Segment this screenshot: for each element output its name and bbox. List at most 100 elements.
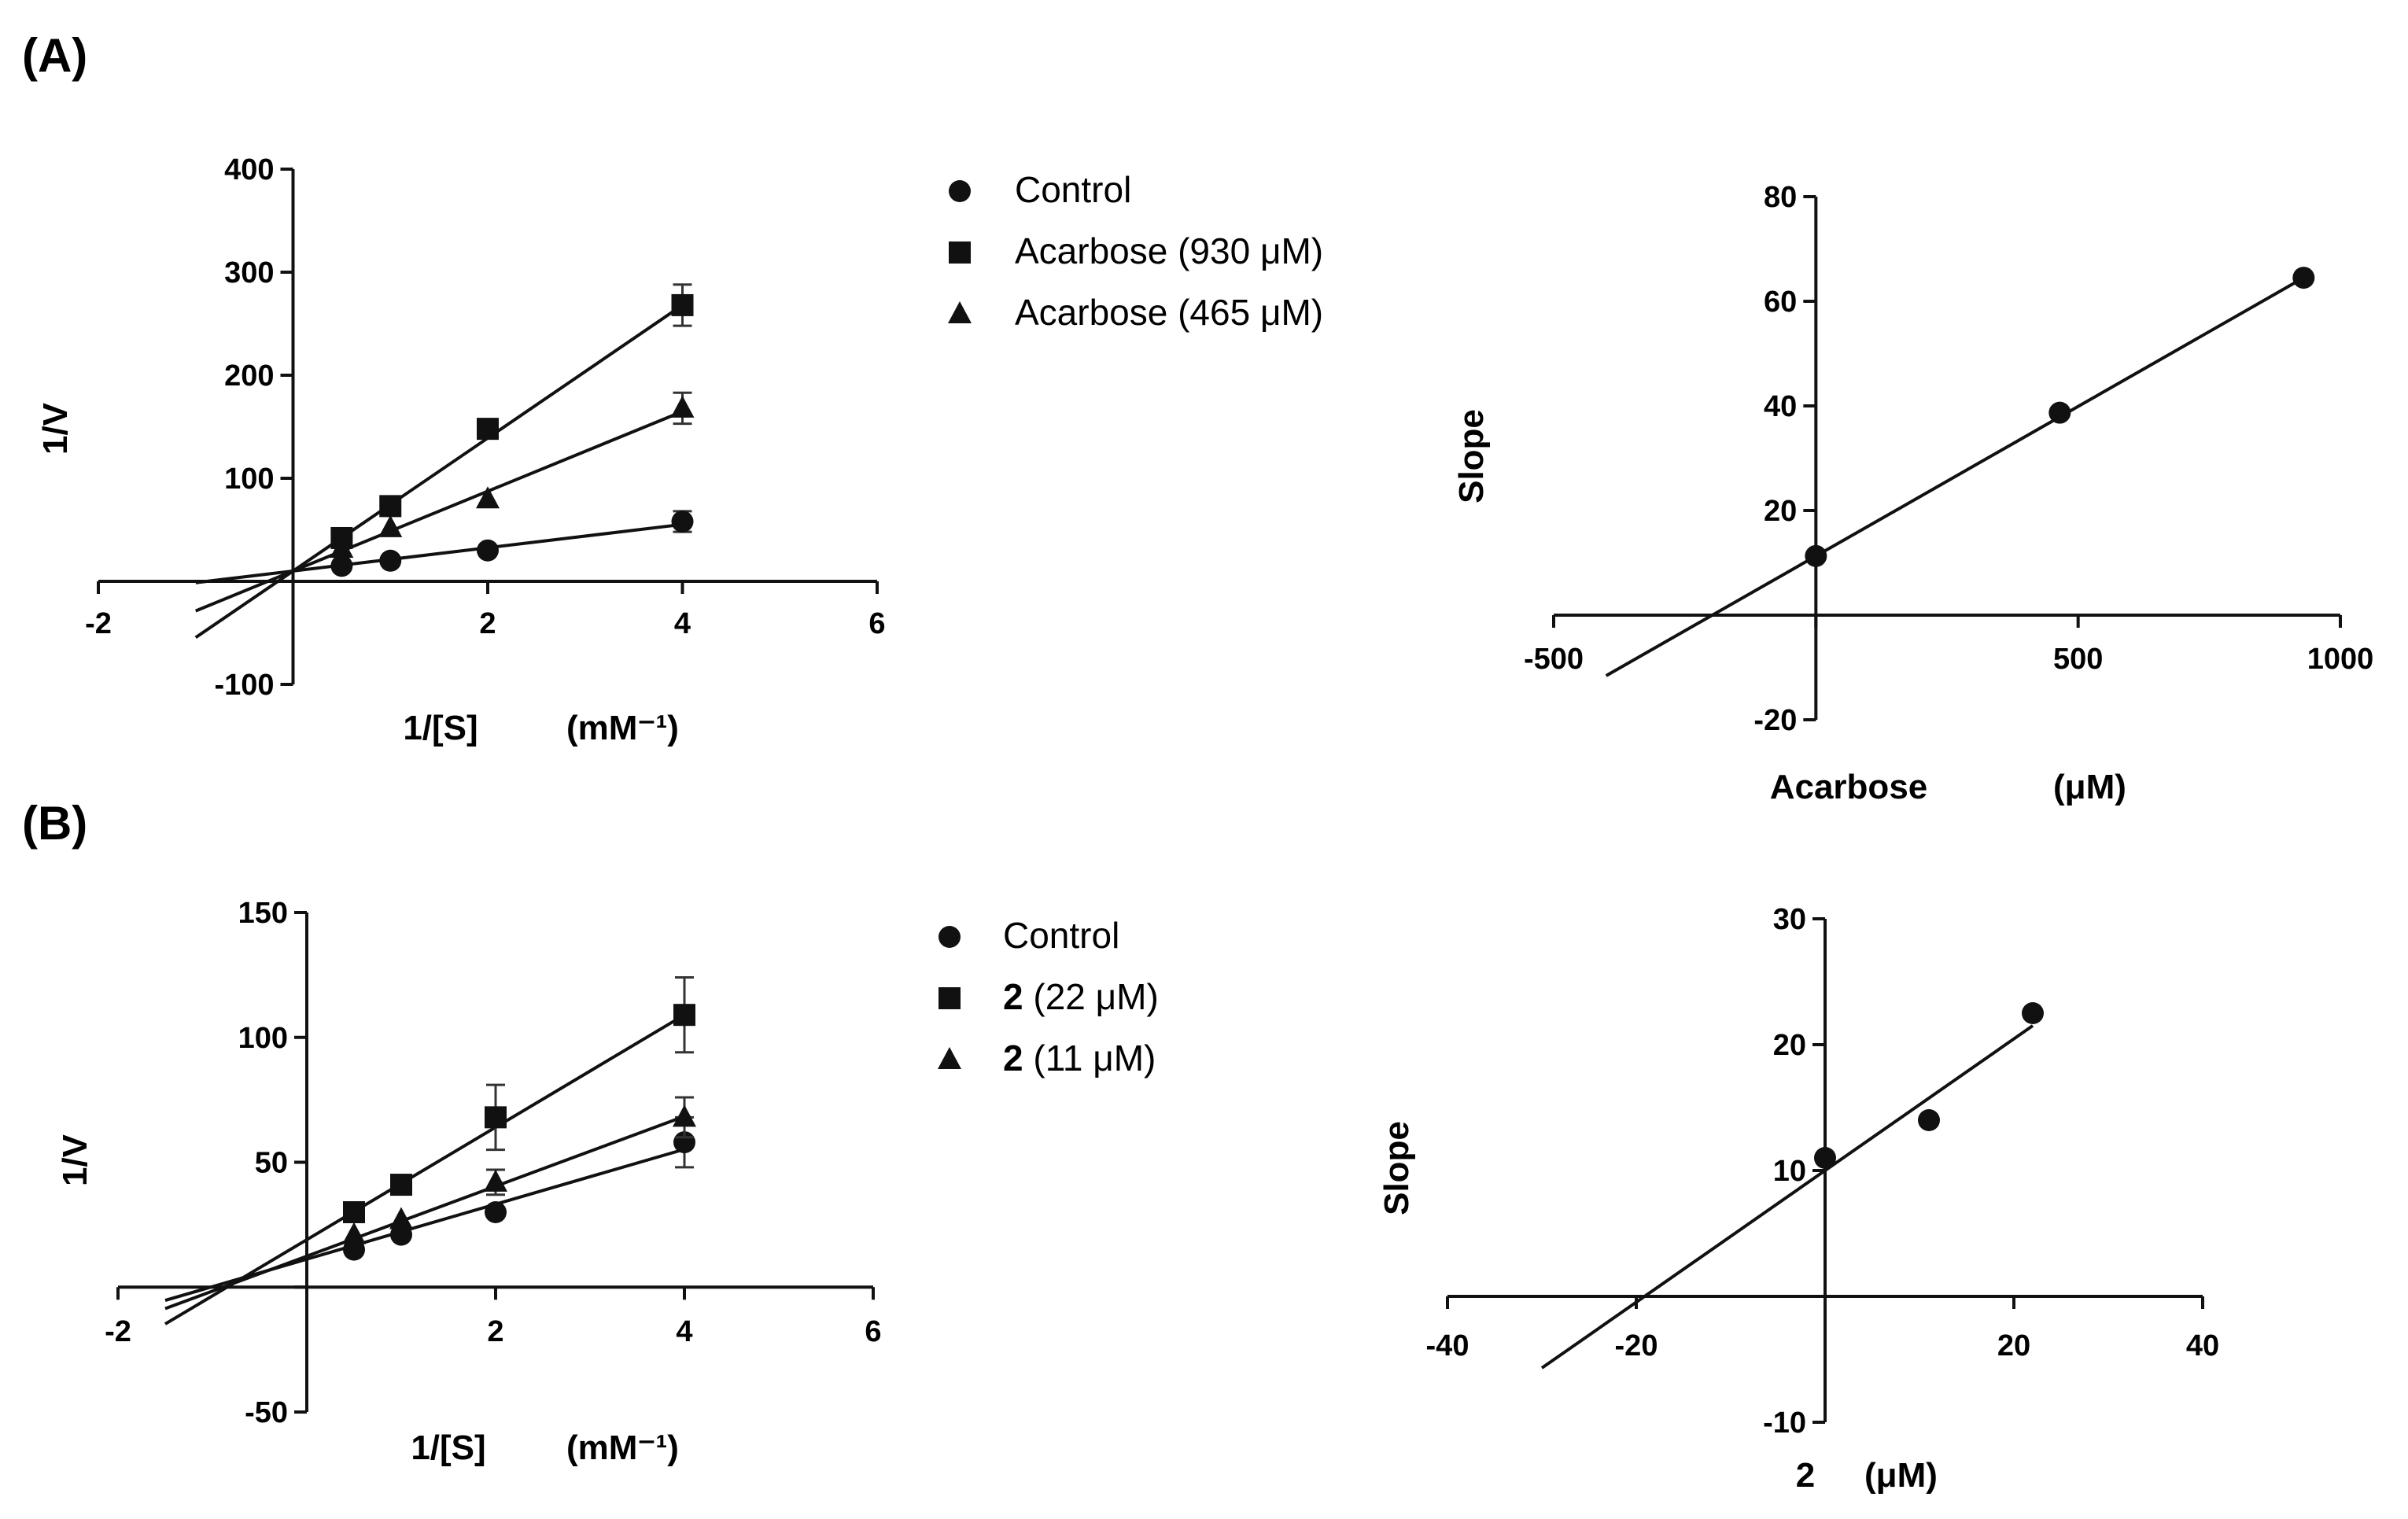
data-point [389, 1207, 413, 1230]
legend-marker [938, 926, 961, 948]
y-tick-label: 200 [224, 359, 274, 393]
x-tick-label: 2 [479, 607, 496, 640]
chart-A-secondary: -500 500 1000 -20 20 40 60 80 Acarbose (μM) Slope [1452, 181, 2373, 806]
data-point [343, 1201, 365, 1223]
y-tick-label: -20 [1753, 704, 1797, 737]
legend-label: Control [1003, 915, 1119, 956]
legend-marker [948, 301, 972, 323]
data-point [1918, 1109, 1940, 1131]
y-tick-label: 100 [224, 463, 274, 496]
data-point [379, 549, 402, 572]
legend-label: Acarbose (930 μM) [1015, 230, 1323, 271]
chart-A-lineweaver: -2 2 4 6 -100 100 200 300 400 1/[S] (mM⁻¹) 1/V Contr… [36, 153, 1323, 747]
data-point [2022, 1002, 2044, 1024]
legend-rest-part: (22 μM) [1023, 976, 1159, 1017]
legend-label: Acarbose (465 μM) [1015, 292, 1323, 333]
legend-marker [949, 180, 971, 202]
x-tick-label: 40 [2186, 1329, 2219, 1362]
data-point [330, 536, 354, 559]
y-tick-label: -10 [1763, 1407, 1806, 1440]
x-tick-label: 1000 [2307, 643, 2374, 676]
x-tick-label: 6 [865, 1315, 881, 1348]
legend-marker [938, 987, 961, 1009]
y-tick-label: 150 [238, 897, 288, 930]
y-tick-label: 80 [1764, 181, 1797, 214]
x-tick-label: 500 [2053, 643, 2103, 676]
data-point [485, 1201, 507, 1223]
fit-line [194, 304, 684, 640]
y-tick-label: 20 [1764, 495, 1797, 528]
x-tick-label: 2 [487, 1315, 503, 1348]
data-point [390, 1174, 412, 1196]
series-0 [195, 510, 694, 584]
data-point [670, 395, 695, 418]
data-point [343, 1238, 365, 1261]
chart-B-lineweaver: -2 2 4 6 -50 50 100 150 1/[S] (mM⁻¹) 1/V Control 2 (… [56, 897, 1159, 1467]
y-tick-label: 50 [255, 1147, 288, 1180]
legend-marker [938, 1047, 961, 1069]
fit-line [1605, 276, 2305, 677]
y-tick-label: 100 [238, 1022, 288, 1055]
x-tick-label: -40 [1426, 1329, 1470, 1362]
x-tick-label: 20 [1997, 1329, 2030, 1362]
data-point [2048, 401, 2071, 424]
legend-label: 2 (11 μM) [1003, 1038, 1156, 1078]
series-1 [164, 976, 695, 1325]
data-point [342, 1222, 366, 1244]
data-point [390, 1223, 412, 1246]
x-tick-label: 6 [868, 607, 885, 640]
x-tick-label: 4 [676, 1315, 692, 1348]
y-tick-label: 60 [1764, 286, 1797, 319]
y-axis-title: 1/V [36, 402, 75, 455]
series-2 [194, 391, 695, 613]
x-axis-unit: (mM⁻¹) [566, 709, 679, 747]
legend-rest-part: (11 μM) [1023, 1038, 1156, 1078]
y-axis-title: 1/V [56, 1134, 94, 1186]
x-tick-label: -500 [1524, 643, 1584, 676]
x-axis-title: Acarbose [1770, 768, 1928, 806]
x-axis-title: 1/[S] [411, 1429, 485, 1467]
y-axis-title: Slope [1377, 1121, 1416, 1215]
legend: Control 2 (22 μM) 2 (11 μM) [938, 915, 1159, 1078]
series-0 [1540, 1002, 2044, 1370]
legend-bold-part: 2 [1003, 1038, 1023, 1078]
y-tick-label: -50 [245, 1396, 288, 1429]
x-axis-unit: (μM) [1864, 1456, 1938, 1495]
legend-label: Control [1015, 169, 1131, 210]
x-tick-label: -2 [85, 607, 112, 640]
data-point [477, 539, 499, 562]
legend-marker [949, 241, 971, 264]
series-1 [194, 283, 694, 640]
panel-label-b: (B) [22, 797, 88, 850]
data-point [671, 511, 694, 533]
fit-line [164, 1013, 686, 1325]
y-tick-label: 30 [1773, 903, 1806, 936]
y-tick-label: 10 [1773, 1155, 1806, 1188]
data-point [673, 1104, 696, 1127]
data-point [1805, 544, 1827, 567]
y-tick-label: -100 [214, 669, 274, 702]
data-point [673, 1004, 695, 1027]
y-axis-title: Slope [1452, 409, 1491, 503]
data-point [1814, 1147, 1836, 1169]
data-point [330, 555, 353, 577]
data-point [484, 1169, 507, 1192]
x-tick-label: -2 [105, 1315, 131, 1348]
legend: Control Acarbose (930 μM) Acarbose (465 μM… [948, 169, 1323, 333]
x-axis-title: 1/[S] [403, 709, 478, 747]
y-tick-label: 400 [224, 153, 274, 186]
x-tick-label: 4 [674, 607, 691, 640]
y-tick-label: 300 [224, 256, 274, 289]
x-tick-label: -20 [1615, 1329, 1658, 1362]
fit-line [164, 1115, 685, 1311]
fit-line [194, 410, 684, 613]
x-axis-title: 2 [1796, 1456, 1815, 1495]
data-point [476, 486, 500, 509]
data-point [378, 514, 403, 537]
fit-line [1540, 1024, 2034, 1370]
legend-label: 2 (22 μM) [1003, 976, 1159, 1017]
x-axis-unit: (mM⁻¹) [566, 1429, 679, 1467]
data-point [671, 293, 694, 316]
data-point [379, 495, 402, 518]
